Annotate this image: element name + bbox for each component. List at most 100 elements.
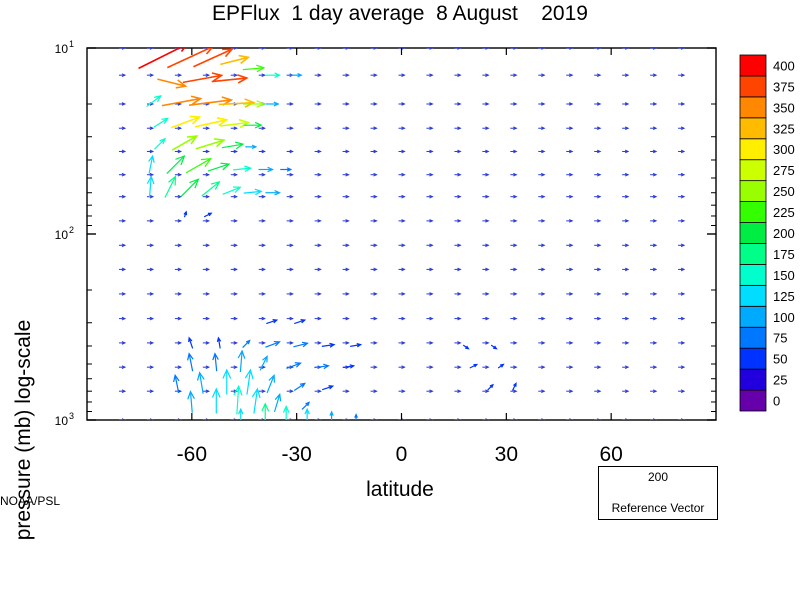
flux-vector — [301, 401, 311, 410]
background-vector — [482, 48, 490, 50]
background-vector — [650, 219, 658, 223]
background-vector — [510, 267, 518, 272]
background-vector — [370, 389, 378, 393]
background-vector — [342, 48, 350, 50]
background-vector — [146, 219, 155, 223]
background-vector — [622, 126, 630, 131]
background-vector — [426, 389, 434, 393]
background-vector — [146, 126, 155, 131]
background-vector — [622, 194, 630, 199]
background-vector — [230, 172, 238, 177]
colorbar-swatch — [739, 284, 767, 307]
colorbar-label: 400 — [773, 58, 795, 73]
background-vector — [482, 389, 490, 393]
background-vector — [314, 126, 322, 131]
background-vector — [538, 48, 546, 50]
flux-vector — [146, 95, 162, 107]
background-vector — [370, 267, 378, 272]
colorbar-label: 375 — [773, 79, 795, 94]
colorbar-label: 200 — [773, 226, 795, 241]
background-vector — [174, 149, 183, 154]
x-tick-label: 60 — [599, 443, 622, 466]
y-tick-label: 10 — [55, 414, 69, 428]
background-vector — [314, 341, 322, 345]
background-vector — [398, 102, 406, 106]
flux-vector — [243, 121, 263, 129]
background-vector — [510, 172, 518, 177]
background-vector — [594, 194, 602, 199]
flux-vector — [293, 382, 306, 391]
background-vector — [202, 316, 211, 321]
background-vector — [286, 341, 294, 345]
flux-vector — [216, 336, 222, 349]
flux-vector — [196, 371, 205, 394]
chart-title: EPFlux 1 day average 8 August 2019 — [212, 2, 588, 25]
background-vector — [118, 48, 127, 50]
background-vector — [314, 316, 322, 321]
background-vector — [566, 243, 574, 248]
background-vector — [118, 341, 127, 345]
background-vector — [510, 219, 518, 223]
background-vector — [146, 243, 155, 248]
background-vector — [566, 73, 574, 77]
flux-vector — [242, 339, 251, 349]
background-vector — [202, 172, 211, 177]
background-vector — [678, 365, 686, 369]
colorbar-label: 175 — [773, 247, 795, 262]
background-vector — [426, 102, 434, 106]
background-vector — [678, 73, 686, 77]
background-vector — [258, 194, 266, 199]
background-vector — [454, 243, 462, 248]
background-vector — [650, 172, 658, 177]
background-vector — [398, 172, 406, 177]
background-vector — [146, 365, 155, 369]
flux-vector — [187, 352, 194, 372]
background-vector — [398, 73, 406, 77]
flux-vector — [171, 115, 202, 129]
flux-vector — [322, 385, 335, 391]
background-vector — [202, 194, 211, 199]
background-vector — [342, 267, 350, 272]
background-vector — [650, 102, 658, 106]
background-vector — [482, 126, 490, 131]
background-vector — [594, 365, 602, 369]
background-vector — [538, 267, 546, 272]
flux-vector — [166, 48, 213, 69]
background-vector — [538, 194, 546, 199]
background-vector — [594, 172, 602, 177]
flux-vector — [173, 373, 180, 394]
background-vector — [482, 219, 490, 223]
background-vector — [118, 243, 127, 248]
flux-vector — [237, 349, 246, 373]
background-vector — [426, 126, 434, 131]
flux-vector — [220, 54, 251, 66]
colorbar-swatch — [739, 75, 767, 98]
background-vector — [650, 48, 658, 50]
background-vector — [314, 389, 322, 393]
background-vector — [510, 194, 518, 199]
background-vector — [454, 316, 462, 321]
credit-text: NOAA/PSL — [0, 494, 61, 508]
background-vector — [538, 418, 546, 420]
colorbar-label: 250 — [773, 184, 795, 199]
flux-vector — [237, 407, 244, 420]
y-tick-exponent: 1 — [69, 39, 74, 49]
background-vector — [202, 243, 211, 248]
flux-vector — [233, 165, 253, 173]
background-vector — [146, 48, 155, 50]
background-vector — [678, 267, 686, 272]
flux-vector — [161, 95, 203, 107]
background-vector — [146, 172, 155, 177]
background-vector — [230, 126, 238, 131]
background-vector — [538, 243, 546, 248]
background-vector — [622, 172, 630, 177]
flux-vector — [193, 48, 234, 68]
background-vector — [286, 219, 294, 223]
background-vector — [118, 219, 127, 223]
x-tick-label: 0 — [396, 443, 408, 466]
background-vector — [678, 219, 686, 223]
flux-vector — [185, 157, 213, 174]
background-vector — [286, 194, 294, 199]
background-vector — [202, 126, 211, 131]
background-vector — [398, 243, 406, 248]
